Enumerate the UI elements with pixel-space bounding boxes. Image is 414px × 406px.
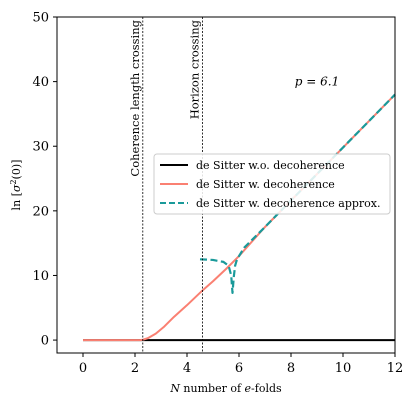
legend: de Sitter w.o. decoherence de Sitter w. … bbox=[153, 153, 391, 215]
legend-label-no-decoherence: de Sitter w.o. decoherence bbox=[196, 159, 345, 172]
x-tick-label: 10 bbox=[335, 361, 352, 376]
y-tick-label: 40 bbox=[32, 75, 49, 90]
x-tick-label: 2 bbox=[131, 361, 139, 376]
vertical-line-label-0: Coherence length crossing bbox=[128, 19, 142, 176]
vertical-line-label-1: Horizon crossing bbox=[188, 19, 202, 119]
y-axis-label: ln [σ2(0)] bbox=[9, 160, 23, 211]
x-tick-label: 8 bbox=[287, 361, 295, 376]
legend-box bbox=[153, 153, 391, 215]
x-axis-label: N number of e-folds bbox=[169, 382, 282, 395]
y-tick-label: 20 bbox=[32, 204, 49, 219]
axes-frame bbox=[56, 16, 396, 354]
x-tick-label: 12 bbox=[387, 361, 404, 376]
y-tick-label: 10 bbox=[32, 269, 49, 284]
y-tick-label: 50 bbox=[32, 11, 49, 26]
parameter-annotation: p = 6.1 bbox=[295, 75, 339, 89]
legend-label-decoherence: de Sitter w. decoherence bbox=[196, 178, 335, 191]
x-tick-label: 0 bbox=[79, 361, 87, 376]
y-tick-label: 30 bbox=[32, 140, 49, 155]
legend-label-decoherence-approx: de Sitter w. decoherence approx. bbox=[196, 197, 380, 210]
x-tick-label: 6 bbox=[235, 361, 243, 376]
x-tick-label: 4 bbox=[183, 361, 191, 376]
y-tick-label: 0 bbox=[41, 334, 49, 349]
